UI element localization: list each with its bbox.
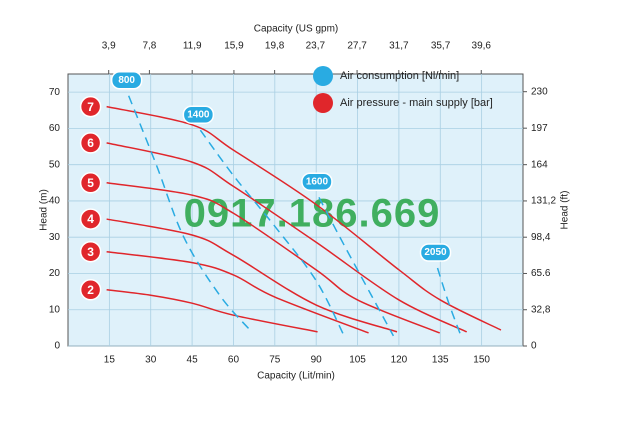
x-tick-label: 90 — [311, 355, 323, 366]
legend-label: Air consumption [Nl/min] — [340, 70, 459, 82]
x-tick-label: 15 — [104, 355, 116, 366]
series-label: 800 — [118, 75, 135, 86]
y2-tick-label: 98,4 — [531, 232, 551, 243]
x-axis-title: Capacity (Lit/min) — [257, 371, 335, 382]
x-tick-label: 60 — [228, 355, 240, 366]
watermark: 0917.186.669 — [184, 192, 441, 236]
y-tick-label: 0 — [54, 341, 60, 352]
y2-tick-label: 65.6 — [531, 268, 551, 279]
x2-tick-label: 23,7 — [306, 41, 326, 52]
x2-tick-label: 11,9 — [183, 41, 202, 52]
y-tick-label: 40 — [49, 196, 61, 207]
series-line — [318, 196, 395, 337]
y2-tick-label: 197 — [531, 123, 548, 134]
x-tick-label: 135 — [432, 355, 449, 366]
series-label: 1600 — [306, 176, 329, 187]
legend-marker — [313, 66, 333, 86]
x-tick-label: 105 — [349, 355, 366, 366]
x2-tick-label: 15,9 — [224, 41, 244, 52]
series-label: 3 — [87, 245, 94, 259]
y2-tick-label: 32,8 — [531, 304, 551, 315]
series-label: 2050 — [424, 247, 447, 258]
y-tick-label: 70 — [49, 87, 61, 98]
x2-tick-label: 7,8 — [142, 41, 156, 52]
x2-tick-label: 3,9 — [102, 41, 116, 52]
series-marker — [79, 208, 102, 230]
y-axis-title: Head (m) — [39, 189, 50, 231]
series-label: 6 — [87, 136, 94, 150]
series-label-bg — [301, 172, 333, 192]
x2-tick-label: 19,8 — [265, 41, 285, 52]
y2-tick-label: 131,2 — [531, 196, 556, 207]
series-marker — [79, 132, 102, 154]
series-line — [199, 129, 345, 336]
y-tick-label: 50 — [49, 159, 61, 170]
y-tick-label: 30 — [49, 232, 61, 243]
y2-tick-label: 164 — [531, 159, 548, 170]
x-tick-label: 150 — [473, 355, 490, 366]
x-tick-label: 30 — [145, 355, 157, 366]
series-label: 5 — [87, 176, 94, 190]
series-label: 7 — [87, 100, 94, 114]
legend-label: Air pressure - main supply [bar] — [340, 97, 493, 109]
y2-tick-label: 230 — [531, 86, 548, 97]
series-marker — [79, 172, 102, 194]
y-tick-label: 60 — [49, 123, 61, 134]
series-label-bg — [419, 243, 452, 262]
series-line — [106, 182, 441, 334]
x2-tick-label: 31,7 — [389, 41, 409, 52]
series-label-bg — [110, 71, 143, 90]
x-tick-label: 45 — [187, 355, 199, 366]
series-line — [106, 218, 398, 333]
series-label-bg — [182, 105, 215, 124]
series-label: 4 — [87, 212, 94, 226]
series-line — [127, 95, 251, 331]
x2-axis-title: Capacity (US gpm) — [254, 24, 338, 35]
series-line — [436, 267, 462, 337]
series-line — [106, 289, 318, 333]
series-line — [106, 105, 502, 331]
x-tick-label: 120 — [391, 355, 408, 366]
x2-tick-label: 27,7 — [347, 41, 367, 52]
series-marker — [79, 240, 102, 263]
series-marker — [79, 95, 102, 118]
x2-tick-label: 39,6 — [472, 41, 492, 52]
x-tick-label: 75 — [269, 355, 281, 366]
y2-axis-title: Head (ft) — [560, 191, 571, 230]
legend-marker — [313, 93, 333, 113]
x2-tick-label: 35,7 — [431, 41, 451, 52]
series-label: 2 — [87, 283, 94, 297]
y2-tick-label: 0 — [531, 341, 537, 352]
series-label: 1400 — [187, 109, 210, 120]
series-line — [106, 250, 369, 334]
y-tick-label: 20 — [49, 268, 61, 279]
series-line — [106, 142, 468, 333]
y-tick-label: 10 — [49, 304, 61, 315]
series-marker — [79, 279, 102, 301]
